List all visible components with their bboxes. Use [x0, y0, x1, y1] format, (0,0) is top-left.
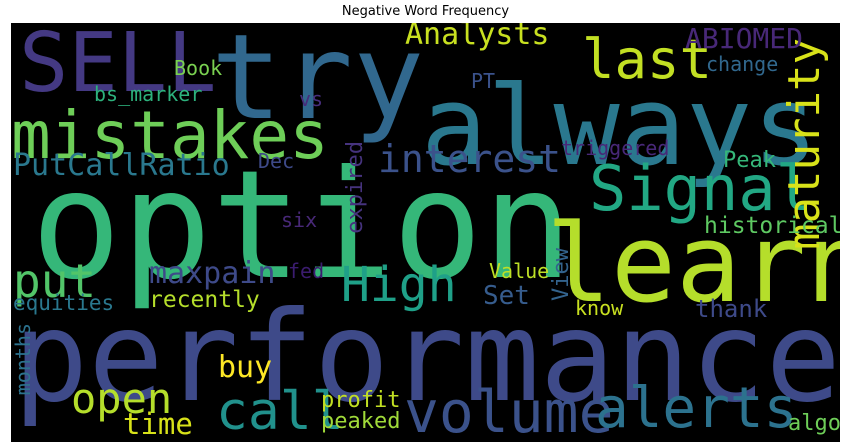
word-six: six: [281, 208, 318, 232]
word-dec: Dec: [258, 149, 295, 173]
word-maxpain: maxpain: [149, 256, 276, 291]
word-sell: SELL: [19, 23, 217, 111]
word-call: call: [216, 381, 344, 442]
word-fed: fed: [288, 259, 325, 283]
word-putcallratio: PutCallRatio: [13, 148, 230, 183]
word-set: Set: [483, 281, 530, 311]
word-thank: thank: [695, 295, 768, 323]
word-analysts: Analysts: [405, 23, 550, 52]
word-change: change: [706, 52, 779, 76]
word-try: try: [211, 23, 425, 146]
word-buy: buy: [218, 350, 273, 385]
word-peak: Peak: [723, 148, 776, 173]
word-always: always: [421, 62, 819, 190]
word-profit: profit: [321, 388, 401, 413]
word-high: High: [341, 257, 457, 313]
word-peaked: peaked: [321, 409, 401, 434]
word-historical: historical: [704, 213, 840, 239]
word-put: put: [13, 254, 97, 308]
word-expired: expired: [343, 141, 368, 234]
word-time: time: [123, 407, 193, 441]
word-value: Value: [489, 259, 550, 283]
word-volume: volume: [404, 378, 614, 442]
word-months: months: [11, 323, 35, 396]
word-option: option: [31, 139, 573, 313]
word-learn: learn: [546, 202, 840, 327]
word-performance: performance: [13, 285, 840, 430]
word-abiomed: ABIOMED: [685, 23, 804, 55]
word-equities: equities: [13, 291, 115, 315]
word-book: Book: [174, 56, 223, 80]
word-algo: algo: [788, 411, 840, 436]
word-last: last: [582, 28, 713, 91]
chart-title: Negative Word Frequency: [341, 4, 510, 19]
word-mistakes: mistakes: [11, 97, 329, 174]
word-alerts: alerts: [595, 376, 798, 441]
word-bs-marker: bs_marker: [94, 82, 203, 106]
word-signal: Signal: [589, 152, 813, 225]
word-interest: interest: [378, 137, 562, 181]
word-triggered: triggered: [561, 136, 670, 160]
word-cloud: option performance always try learn mistakes S…: [11, 23, 840, 442]
word-recently: recently: [149, 287, 260, 313]
word-pt: PT: [471, 69, 496, 93]
word-open: open: [71, 374, 173, 423]
word-know: know: [575, 296, 624, 320]
word-vs: vs: [299, 87, 324, 111]
word-view: View: [549, 248, 574, 301]
